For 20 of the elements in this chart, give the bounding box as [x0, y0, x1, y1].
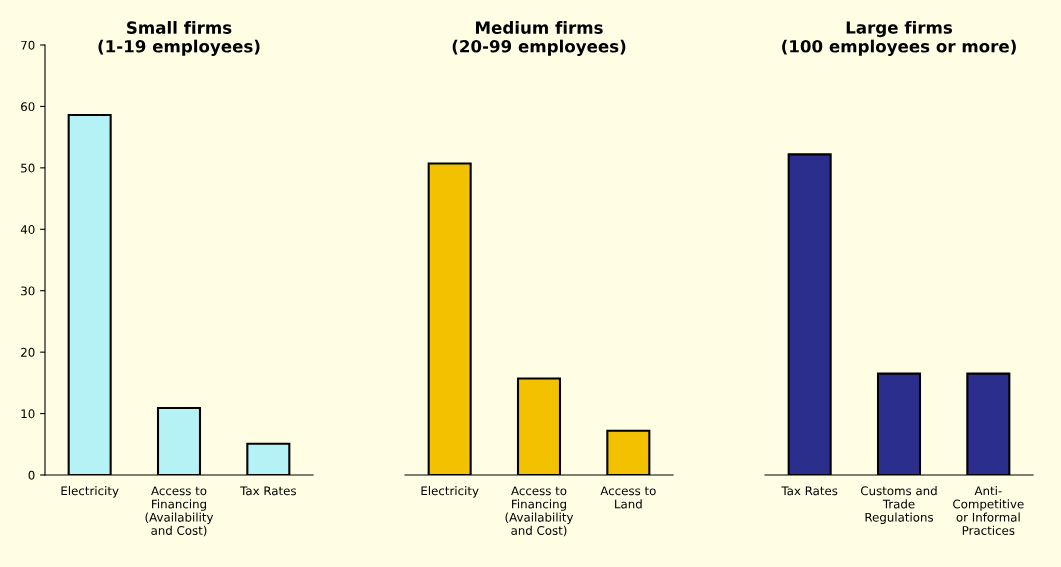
x-tick-label: Tax Rates: [781, 486, 838, 496]
chart-title: Small firms (1-19 employees): [98, 21, 260, 56]
x-tick-label: Customs and Trade Regulations: [860, 486, 937, 524]
y-tick-label: 50: [21, 163, 35, 173]
chart-title: Large firms (100 employees or more): [782, 20, 1016, 56]
x-tick-label: Access to Financing (Availability and Cost): [505, 486, 574, 537]
chart-title: Medium firms (20-99 employees): [452, 21, 626, 56]
x-tick-label: Access to Land: [600, 486, 656, 509]
x-tick-label: Access to Financing (Availability and Cost): [145, 486, 214, 537]
x-tick-label: Anti- Competitive or Informal Practices: [953, 486, 1024, 535]
y-tick-label: 40: [20, 225, 35, 234]
y-tick-label: 30: [21, 286, 35, 296]
x-tick-label: Tax Rates: [240, 486, 296, 496]
y-tick-label: 20: [21, 347, 35, 357]
x-tick-label: Electricity: [61, 486, 119, 498]
x-tick-label: Electricity: [421, 486, 479, 498]
y-tick-label: 60: [21, 102, 35, 112]
y-tick-label: 70: [21, 40, 35, 50]
y-tick-label: 10: [21, 409, 35, 419]
y-tick-label: 0: [28, 470, 35, 480]
